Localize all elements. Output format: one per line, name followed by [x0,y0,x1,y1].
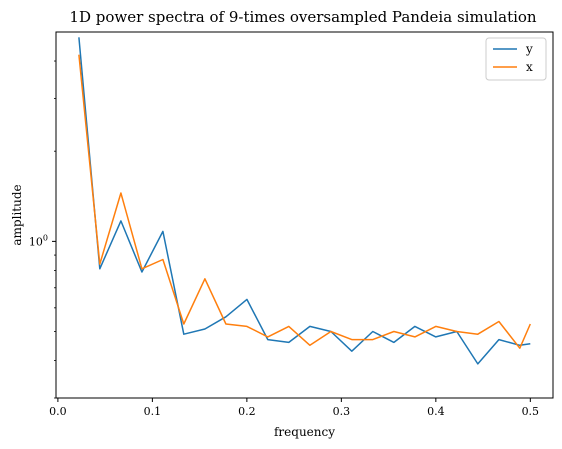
x-tick-label-2: 0.2 [238,405,256,418]
y-axis-label: amplitude [10,184,24,245]
y-tick-label-0: 100 [29,233,48,248]
x-tick-label-1: 0.1 [144,405,162,418]
legend-label-y: y [525,42,533,56]
legend-box [485,37,547,81]
x-tick-label-4: 0.4 [427,405,445,418]
axis-ticks: 0.0 0.1 0.2 0.3 0.4 0.5 100 [29,60,540,418]
plot-area-frame [55,31,554,399]
legend: yx [485,37,547,81]
x-tick-label-0: 0.0 [49,405,67,418]
chart-title: 1D power spectra of 9-times oversampled … [69,8,537,26]
series-line-x [78,54,531,349]
series-line-y [78,37,531,365]
legend-label-x: x [526,60,533,74]
x-axis-label: frequency [274,425,335,439]
x-tick-label-5: 0.5 [522,405,540,418]
plot-lines [78,37,531,365]
x-tick-label-3: 0.3 [333,405,351,418]
